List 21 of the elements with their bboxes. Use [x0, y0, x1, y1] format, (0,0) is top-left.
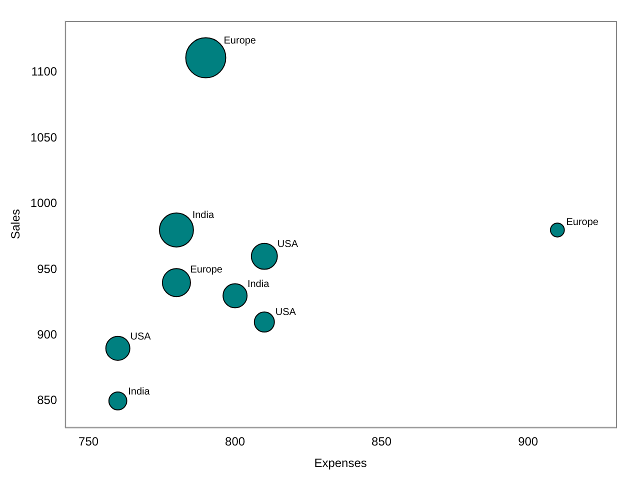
- annotation: Europe: [566, 216, 599, 228]
- annotation: USA: [277, 238, 298, 250]
- y-tick-label: 850: [37, 393, 58, 408]
- x-tick-label: 850: [372, 434, 392, 449]
- y-tick-label: 1100: [31, 64, 58, 79]
- annotation: USA: [130, 332, 152, 343]
- x-axis-title: Expenses: [314, 456, 367, 470]
- annotation: Europe: [224, 36, 256, 47]
- annotation: India: [192, 210, 214, 221]
- x-tick-label: 800: [225, 434, 246, 449]
- y-tick-label: 900: [37, 327, 58, 342]
- y-axis-title: Sales: [8, 209, 23, 240]
- annotation: India: [128, 386, 150, 398]
- x-tick-label: 750: [78, 434, 99, 449]
- annotation: India: [247, 279, 270, 290]
- y-tick-label: 1000: [30, 196, 58, 210]
- y-tick-label: 950: [37, 262, 58, 276]
- annotation: USA: [275, 306, 296, 318]
- annotation: Europe: [190, 264, 223, 276]
- y-tick-label: 1050: [30, 130, 58, 144]
- x-tick-label: 900: [518, 434, 538, 449]
